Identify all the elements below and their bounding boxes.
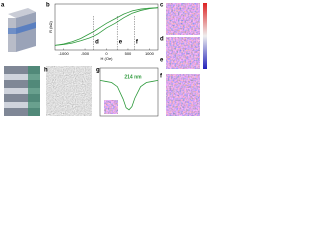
x-axis-label: H (Oe) xyxy=(101,56,114,61)
annotation: 214 nm xyxy=(124,74,142,80)
figure: a b c d e f g h -1000 -500 0 500 1000 d e f H (Oe) R (kΩ)… xyxy=(1,3,207,117)
colorbar xyxy=(203,3,207,69)
inset-image xyxy=(104,100,118,114)
marker-label: f xyxy=(136,40,139,46)
panel-label: g xyxy=(96,68,100,74)
panel-label: a xyxy=(1,3,5,9)
panel-label: b xyxy=(46,3,50,9)
marker-label: d xyxy=(95,40,99,46)
panel-label: e xyxy=(160,58,164,64)
x-tick-label: 0 xyxy=(105,51,108,56)
x-tick-label: 1000 xyxy=(145,51,155,56)
panel-label: d xyxy=(160,37,164,43)
phase-image xyxy=(166,3,200,35)
x-tick-label: 500 xyxy=(125,51,132,56)
panel-label: h xyxy=(44,68,48,74)
y-axis-label: R (kΩ) xyxy=(48,21,53,33)
data-line xyxy=(54,7,159,46)
phase-image xyxy=(166,74,200,116)
device-schematic xyxy=(8,8,36,52)
panel-label: c xyxy=(160,3,164,9)
sem-image xyxy=(46,66,92,116)
phase-image xyxy=(166,37,200,69)
x-tick-label: -500 xyxy=(81,51,90,56)
data-line xyxy=(99,80,159,111)
stripe-image xyxy=(4,66,40,116)
x-tick-label: -1000 xyxy=(58,51,69,56)
marker-label: e xyxy=(119,40,123,46)
data-line xyxy=(54,7,159,46)
panel-label: f xyxy=(160,74,163,80)
plot-frame xyxy=(99,67,159,117)
